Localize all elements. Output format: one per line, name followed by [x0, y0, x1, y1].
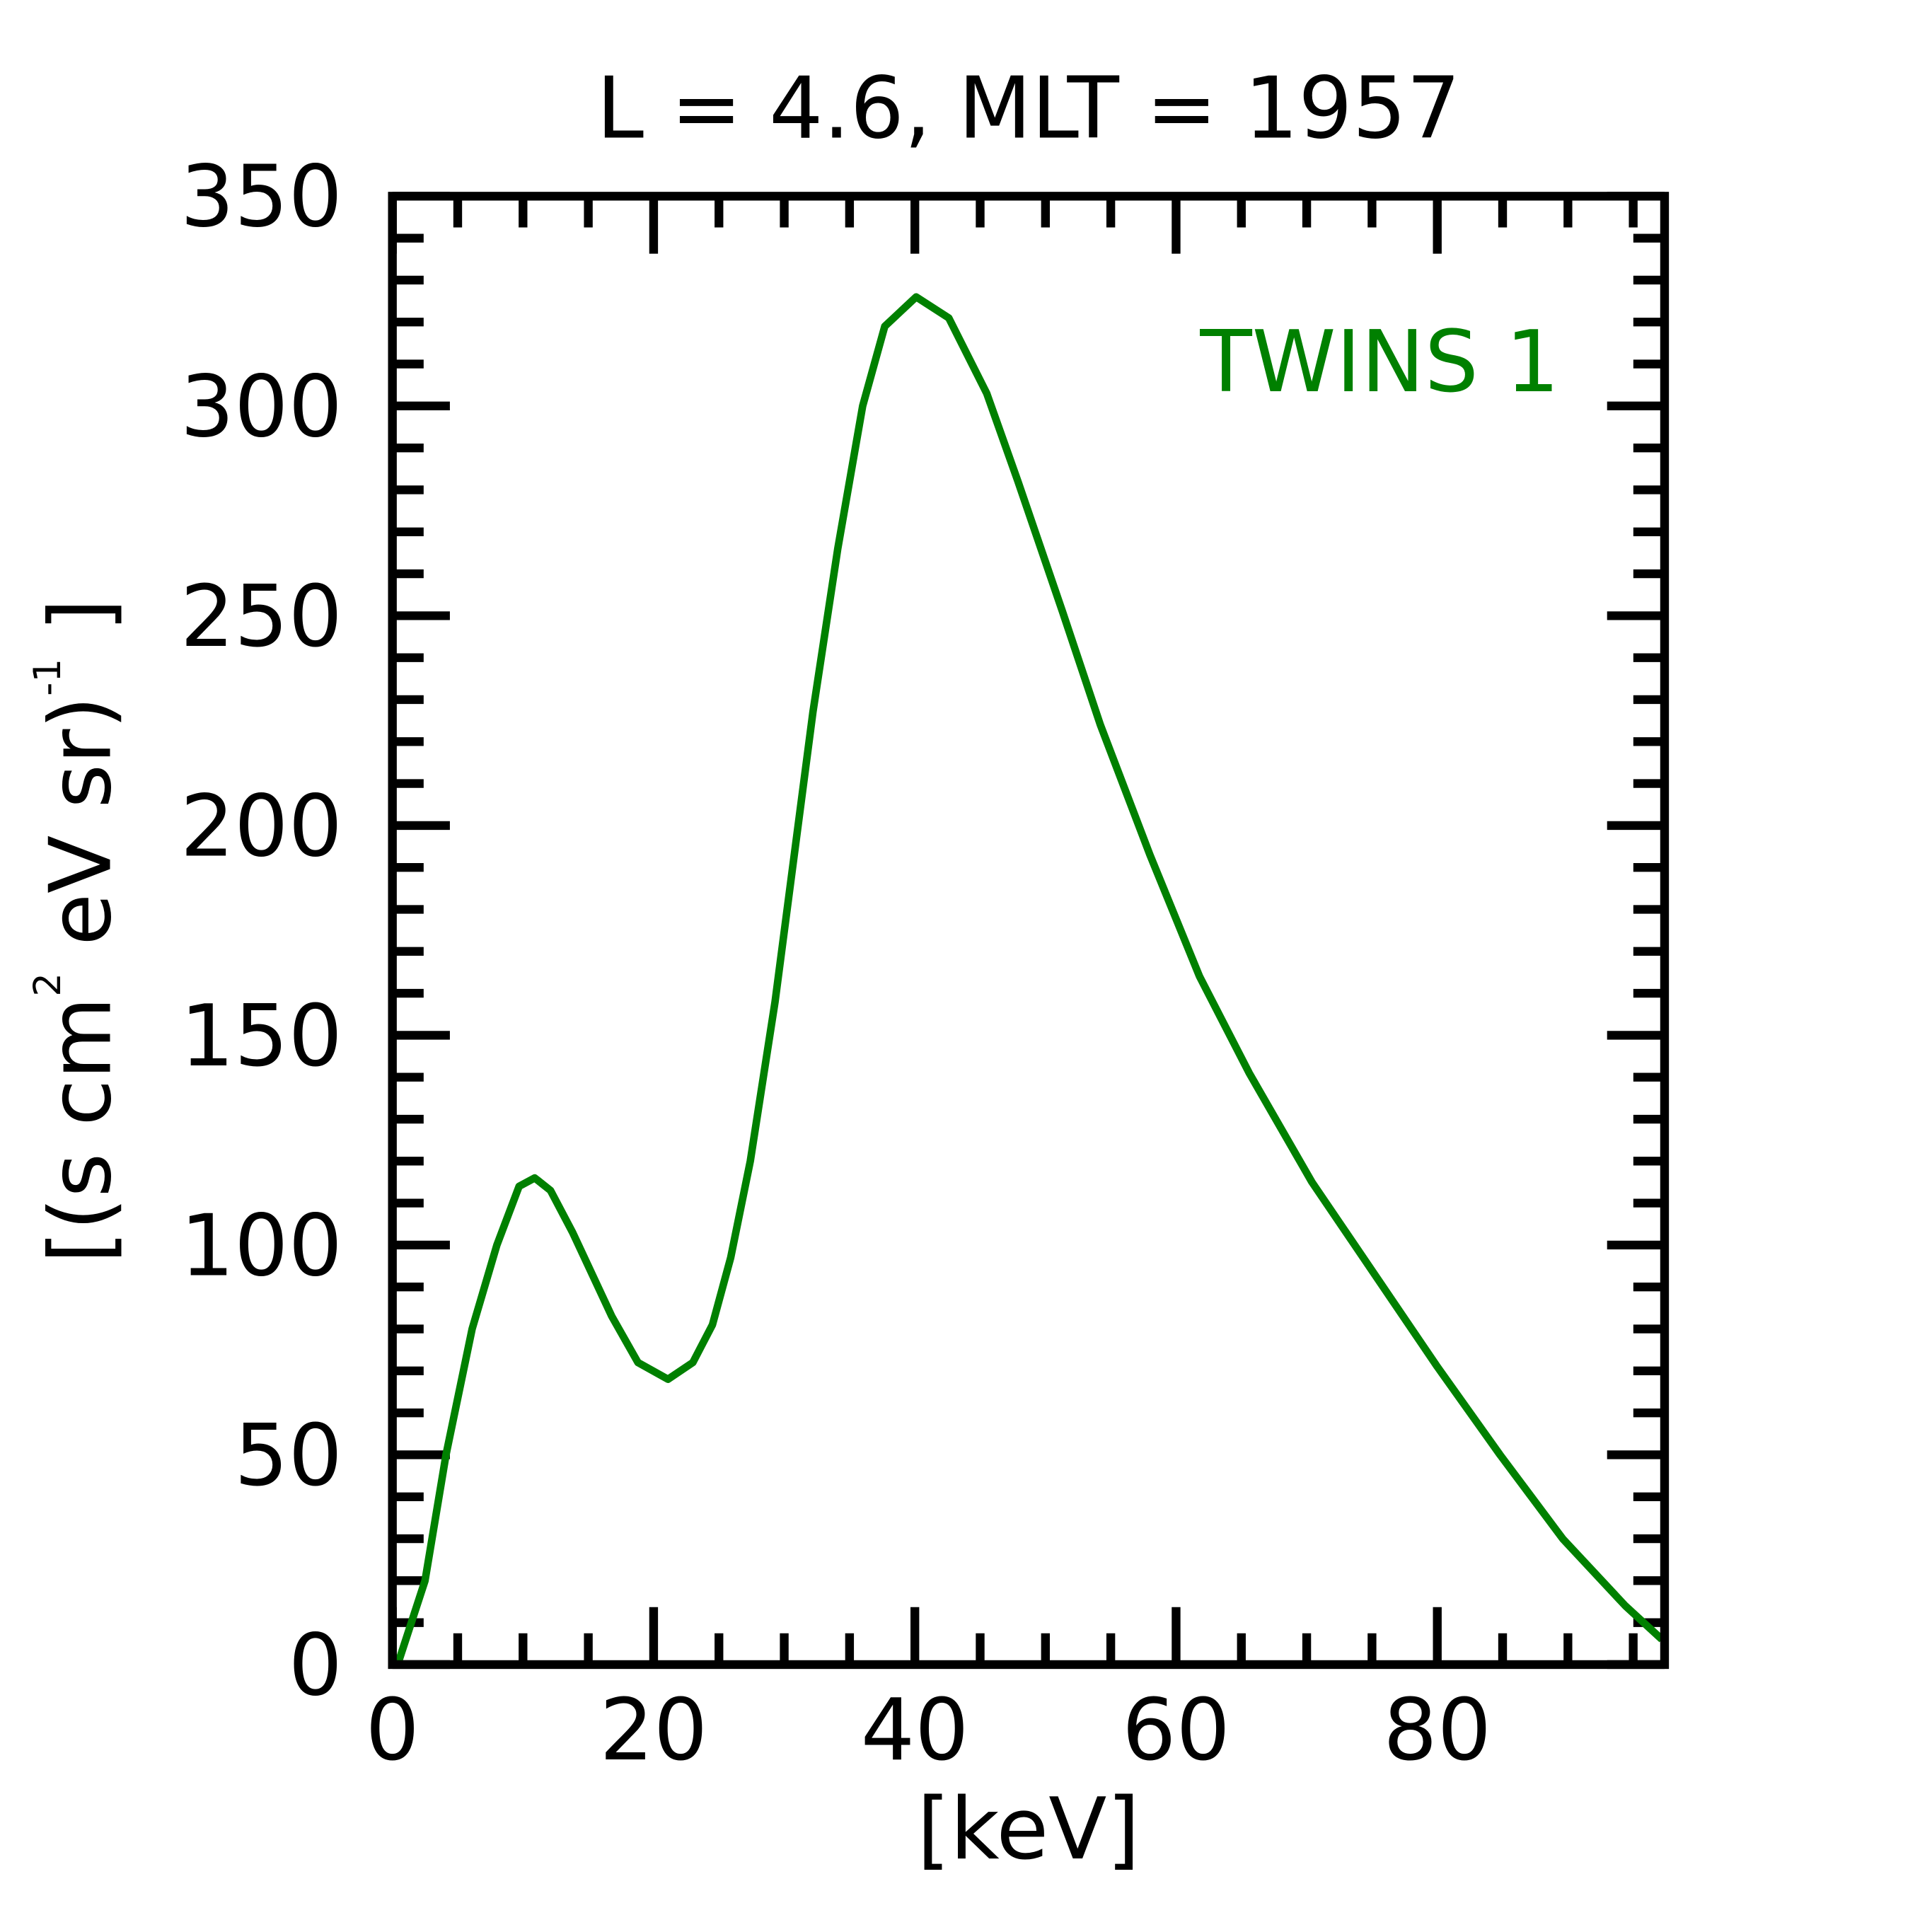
tick-labels: 0 20 40 60 80 0 50 100 150 200 250 300 350 [180, 149, 1491, 1780]
x-axis-label: [keV] [917, 1781, 1140, 1879]
y-tick-label: 250 [180, 568, 342, 666]
y-label-superscript: -1 [26, 659, 69, 696]
legend-entry-twins-1: TWINS 1 [1199, 313, 1559, 412]
y-tick-label: 0 [289, 1616, 342, 1715]
chart-title: L = 4.6, MLT = 1957 [596, 59, 1460, 158]
series-line-twins-1 [394, 293, 1665, 1666]
x-tick-label: 40 [861, 1682, 969, 1780]
y-label-part: [(s cm [32, 997, 130, 1264]
axis-ticks [388, 192, 1665, 1670]
x-tick-label: 20 [600, 1682, 708, 1780]
y-label-superscript: 2 [26, 973, 69, 997]
y-label-part: ] [32, 598, 130, 659]
y-tick-label: 300 [180, 358, 342, 456]
x-tick-label: 0 [365, 1682, 419, 1780]
plot-frame [388, 192, 1670, 1670]
y-tick-label: 350 [180, 149, 342, 247]
y-tick-label: 200 [180, 777, 342, 876]
x-tick-label: 60 [1122, 1682, 1230, 1780]
x-tick-label: 80 [1383, 1682, 1491, 1780]
y-axis-label: [(s cm2 eV sr)-1 ] [26, 598, 131, 1263]
y-tick-label: 50 [234, 1407, 342, 1505]
y-tick-label: 150 [180, 988, 342, 1086]
y-label-part: eV sr) [32, 696, 130, 973]
y-tick-label: 100 [180, 1197, 342, 1295]
